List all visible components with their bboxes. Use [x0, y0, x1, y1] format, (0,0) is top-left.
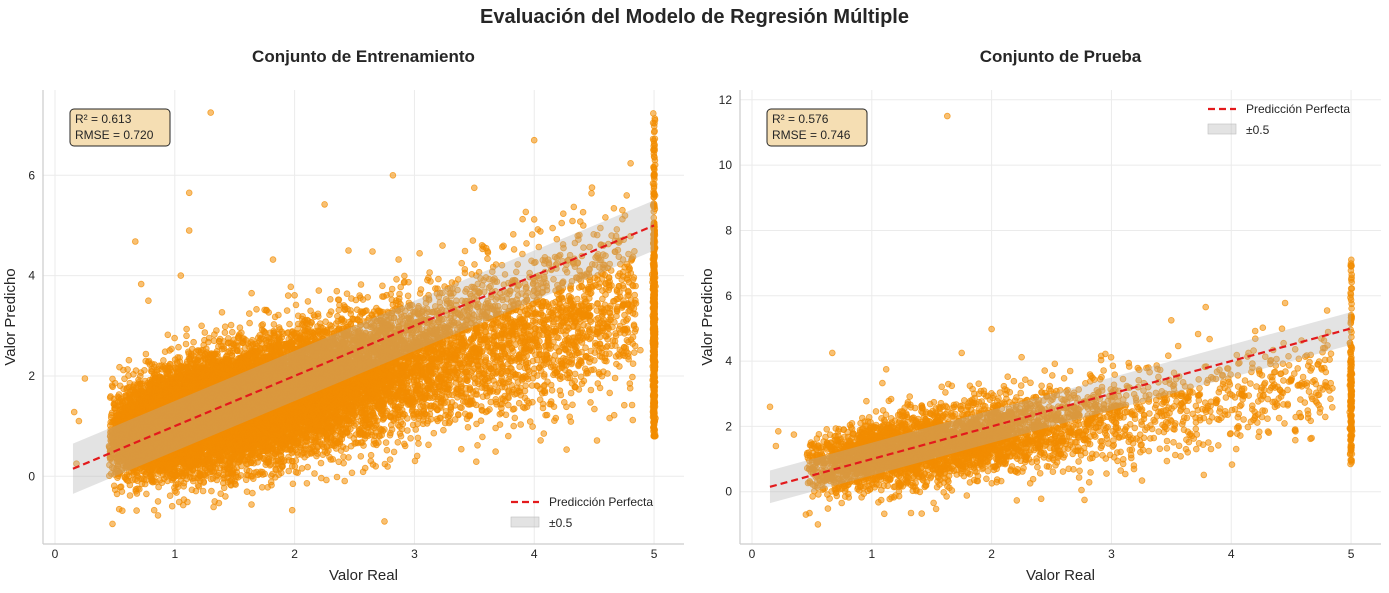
- data-point: [284, 292, 292, 299]
- data-point: [426, 269, 433, 276]
- data-point: [629, 373, 636, 381]
- data-point: [611, 374, 619, 382]
- data-point: [587, 386, 595, 394]
- plot-area: [70, 109, 659, 528]
- data-point: [311, 470, 318, 477]
- figure-title: Evaluación del Modelo de Regresión Múlti…: [0, 6, 1389, 29]
- data-point: [182, 340, 190, 348]
- data-point: [439, 242, 446, 249]
- data-point: [549, 224, 556, 232]
- data-point: [563, 446, 570, 453]
- data-point: [591, 405, 598, 413]
- data-point: [388, 285, 396, 293]
- data-point: [210, 503, 217, 511]
- data-point: [571, 370, 579, 378]
- data-point: [291, 291, 298, 299]
- data-point: [479, 433, 486, 441]
- data-point: [243, 488, 251, 496]
- data-point: [369, 248, 376, 255]
- data-point: [141, 366, 148, 374]
- data-point: [248, 289, 255, 297]
- data-point: [425, 441, 432, 449]
- data-point: [298, 465, 306, 472]
- data-point: [221, 323, 229, 331]
- data-point: [395, 256, 402, 263]
- data-point: [597, 224, 604, 232]
- data-point: [287, 283, 295, 291]
- data-point: [573, 295, 581, 303]
- data-point: [401, 272, 408, 280]
- data-point: [523, 240, 530, 247]
- scatter-points: [70, 109, 659, 528]
- data-point: [335, 296, 343, 304]
- data-point: [183, 332, 190, 340]
- data-point: [407, 434, 414, 442]
- data-point: [208, 487, 215, 495]
- data-point: [168, 502, 176, 510]
- data-point: [630, 349, 638, 356]
- data-point: [400, 440, 408, 448]
- data-point: [150, 506, 158, 514]
- data-point: [567, 389, 575, 397]
- data-point: [288, 506, 296, 514]
- data-point: [619, 206, 626, 214]
- data-point: [341, 477, 349, 485]
- data-point: [357, 281, 365, 288]
- data-point: [317, 459, 325, 467]
- data-point: [142, 350, 150, 358]
- data-point: [519, 215, 526, 223]
- data-point: [606, 389, 613, 397]
